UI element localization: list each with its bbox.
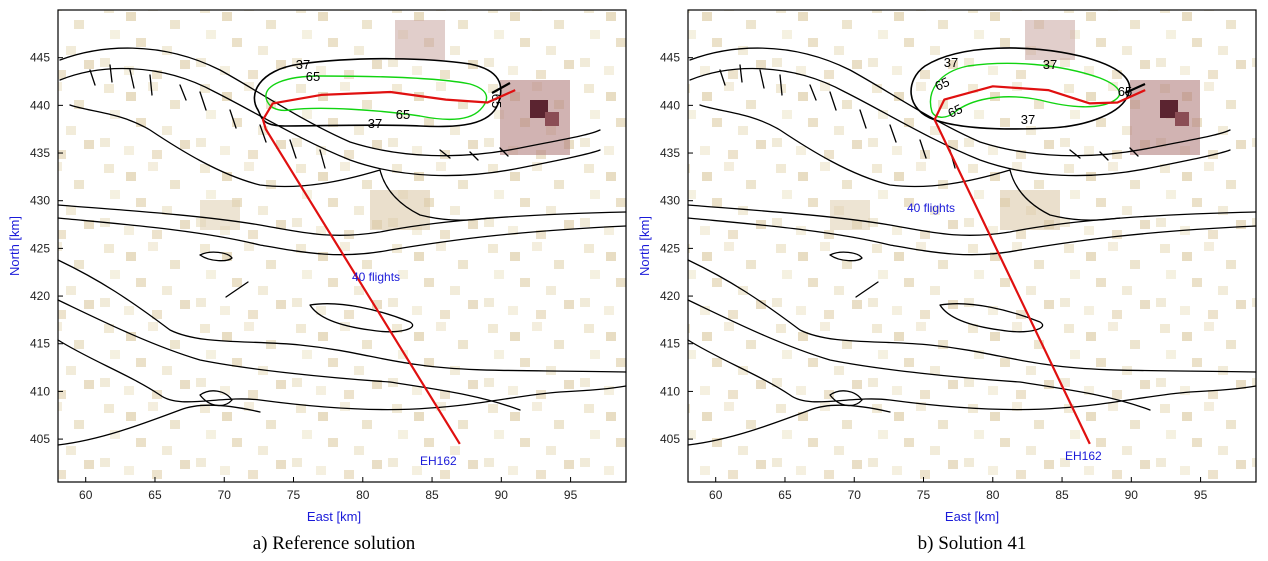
y-tick-label: 425 <box>30 241 50 255</box>
contour-label-65-end: 65 <box>1118 84 1132 99</box>
y-tick-label: 405 <box>30 432 50 446</box>
x-tick-label: 60 <box>709 488 723 502</box>
y-tick-label: 420 <box>660 289 680 303</box>
contour-37 <box>910 47 1131 130</box>
plot-area <box>58 10 626 482</box>
contour-label-37-bottom: 37 <box>1021 112 1035 127</box>
route-line <box>261 89 516 445</box>
y-tick-label: 415 <box>30 337 50 351</box>
plot-frame <box>687 9 1257 483</box>
x-tick-label: 75 <box>287 488 301 502</box>
y-tick-label: 410 <box>30 384 50 398</box>
heatmap-hotspots <box>200 20 570 230</box>
x-tick-label: 90 <box>1125 488 1139 502</box>
x-tick-label: 65 <box>148 488 162 502</box>
y-tick-label: 435 <box>30 146 50 160</box>
flights-label: 40 flights <box>352 270 400 284</box>
x-tick-label: 95 <box>564 488 578 502</box>
route-end-segment <box>491 82 511 94</box>
y-tick-label: 430 <box>660 194 680 208</box>
noise-contours: 37 65 65 65 37 <box>253 57 504 131</box>
axes: 60 65 70 75 80 85 90 95 405 410 415 420 425 430 435 440… <box>30 51 578 502</box>
x-axis-title: East [km] <box>945 509 999 524</box>
x-tick-label: 70 <box>218 488 232 502</box>
y-tick-label: 430 <box>30 194 50 208</box>
y-tick-label: 435 <box>660 146 680 160</box>
x-tick-label: 85 <box>425 488 439 502</box>
contour-label-65-left: 65 <box>932 74 951 94</box>
x-tick-label: 60 <box>79 488 93 502</box>
x-axis-title: East [km] <box>307 509 361 524</box>
contour-label-37-top-right: 37 <box>1043 57 1057 72</box>
contour-label-37-top-left: 37 <box>944 55 958 70</box>
contour-label-37-top: 37 <box>296 57 310 72</box>
y-axis-title: North [km] <box>7 216 22 276</box>
contour-37 <box>253 57 502 128</box>
y-tick-label: 415 <box>660 337 680 351</box>
contour-65 <box>265 75 488 121</box>
plot-frame <box>57 9 627 483</box>
route-name: EH162 <box>420 454 457 468</box>
y-tick-label: 405 <box>660 432 680 446</box>
axes: 60 65 70 75 80 85 90 95 405 410 415 420 425 430 435 440… <box>660 51 1208 502</box>
route-line <box>933 85 1146 445</box>
route-end-segment <box>1124 82 1146 95</box>
y-tick-label: 445 <box>30 51 50 65</box>
x-tick-label: 65 <box>778 488 792 502</box>
x-tick-label: 95 <box>1194 488 1208 502</box>
contour-label-37-bottom: 37 <box>368 116 382 131</box>
y-tick-label: 445 <box>660 51 680 65</box>
contour-label-65-top: 65 <box>306 69 320 84</box>
y-tick-label: 410 <box>660 384 680 398</box>
contour-label-65-bottom: 65 <box>396 107 410 122</box>
caption: a) Reference solution <box>253 533 416 554</box>
x-tick-label: 75 <box>917 488 931 502</box>
contour-label-65-bottom: 65 <box>945 101 964 121</box>
x-tick-label: 90 <box>495 488 509 502</box>
plot-area <box>688 10 1256 482</box>
x-tick-label: 85 <box>1055 488 1069 502</box>
panel-b: 37 37 65 65 65 37 40 flights EH162 60 65 7… <box>637 9 1257 554</box>
panel-a: 37 65 65 65 37 40 flights EH162 60 65 70 75… <box>7 9 627 554</box>
x-tick-label: 80 <box>986 488 1000 502</box>
y-tick-label: 440 <box>30 98 50 112</box>
y-tick-label: 440 <box>660 98 680 112</box>
noise-contours: 37 37 65 65 65 37 <box>910 47 1132 130</box>
caption: b) Solution 41 <box>918 533 1027 554</box>
x-tick-label: 70 <box>848 488 862 502</box>
contour-65 <box>929 62 1121 118</box>
flights-label: 40 flights <box>907 201 955 215</box>
x-tick-label: 80 <box>356 488 370 502</box>
route-name: EH162 <box>1065 449 1102 463</box>
y-axis-title: North [km] <box>637 216 652 276</box>
y-tick-label: 425 <box>660 241 680 255</box>
coastline-layer <box>687 47 1257 446</box>
y-tick-label: 420 <box>30 289 50 303</box>
coastline-layer <box>57 47 627 446</box>
